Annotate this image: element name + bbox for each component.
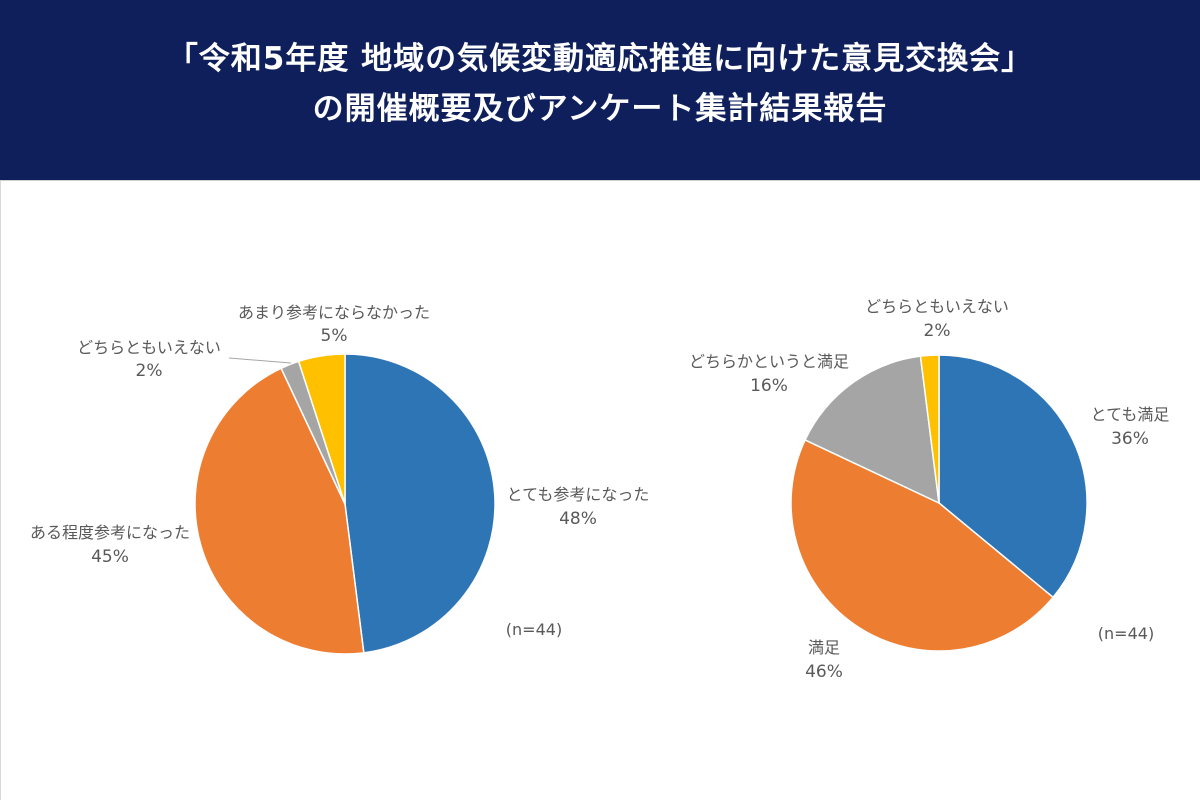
pie1-slice-1	[194, 367, 365, 655]
header-divider	[0, 180, 1200, 181]
slice-value-not-useful: 5%	[321, 326, 348, 346]
page-title-line-1: 「令和5年度 地域の気候変動適応推進に向けた意見交換会」	[166, 41, 1034, 77]
pie2-slice-0	[938, 354, 1088, 599]
slice-value-neutral-2: 2%	[924, 321, 951, 341]
slice-label-somewhat-satisfied: どちらかというと満足	[689, 352, 849, 371]
slice-value-satisfied: 46%	[805, 662, 843, 682]
slice-value-somewhat-useful: 45%	[91, 547, 129, 567]
pie2-slice-2	[804, 355, 940, 505]
slice-label-neutral: どちらともいえない	[77, 338, 221, 357]
pie-chart-satisfaction: どちらともいえない 2% どちらかというと満足 16% とても満足 36% 満足…	[689, 297, 1169, 682]
slice-label-neutral-2: どちらともいえない	[865, 297, 1009, 316]
content-left-border	[0, 181, 1, 800]
page-title-line-2: の開催概要及びアンケート集計結果報告	[312, 91, 888, 127]
pie2-slice-1	[790, 438, 1055, 652]
leader-line	[228, 357, 292, 364]
header-banner: 「令和5年度 地域の気候変動適応推進に向けた意見交換会」 の開催概要及びアンケー…	[0, 0, 1200, 180]
slice-value-very-satisfied: 36%	[1111, 429, 1149, 449]
sample-size-note-2: (n=44)	[1098, 624, 1154, 643]
slice-value-somewhat-satisfied: 16%	[750, 376, 788, 396]
pie2-slice-3	[919, 354, 940, 504]
pie1-slice-0	[344, 353, 496, 654]
slice-label-somewhat-useful: ある程度参考になった	[30, 523, 190, 542]
slice-label-very-satisfied: とても満足	[1091, 405, 1170, 424]
slice-label-satisfied: 満足	[808, 638, 840, 657]
sample-size-note: (n=44)	[506, 620, 562, 639]
slice-value-very-useful: 48%	[559, 509, 597, 529]
pie-charts-area: あまり参考にならなかった 5% どちらともいえない 2% とても参考になった 4…	[30, 297, 1169, 682]
slice-value-neutral: 2%	[136, 361, 163, 381]
slice-label-very-useful: とても参考になった	[507, 485, 650, 504]
pie1-slice-3	[297, 353, 346, 505]
pie-chart-usefulness: あまり参考にならなかった 5% どちらともいえない 2% とても参考になった 4…	[30, 303, 650, 655]
slice-label-not-useful: あまり参考にならなかった	[238, 303, 430, 322]
